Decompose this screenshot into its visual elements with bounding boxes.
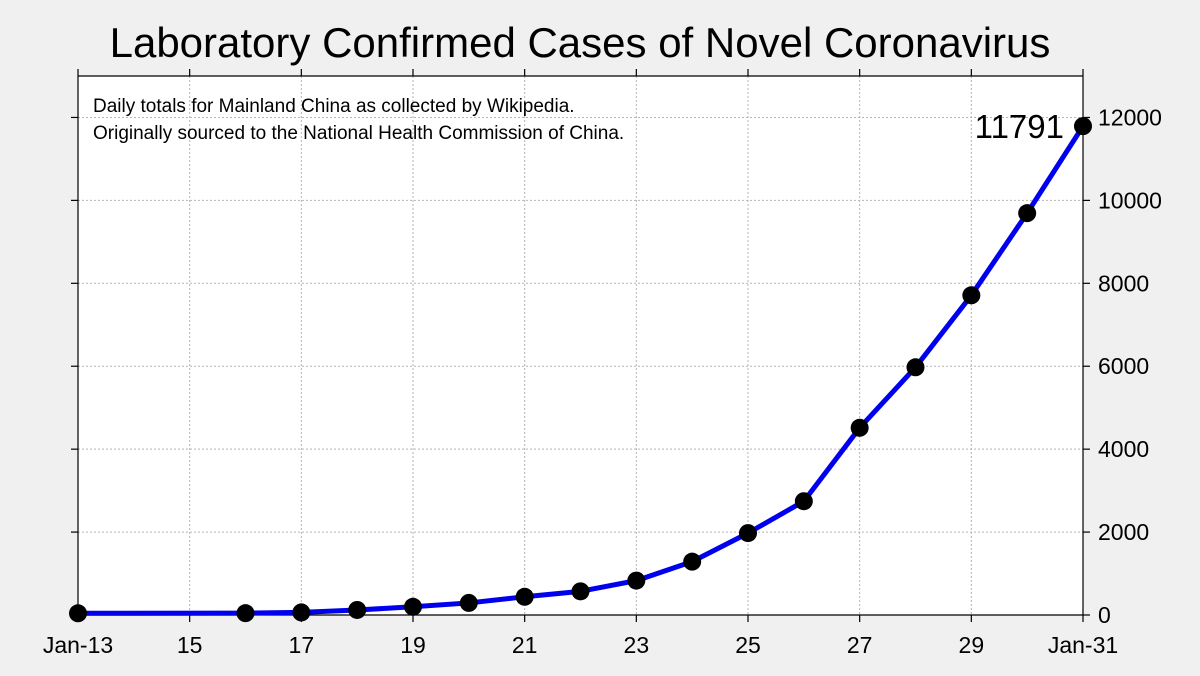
data-point [404,597,422,616]
x-tick-label: 29 [959,632,985,658]
chart-title: Laboratory Confirmed Cases of Novel Coro… [110,19,1051,66]
y-tick-label: 0 [1098,602,1111,628]
x-tick-label: 15 [177,632,203,658]
data-point [962,286,981,305]
y-tick-label: 12000 [1098,104,1162,130]
y-tick-label: 10000 [1098,187,1162,213]
data-point [627,571,646,590]
x-tick-label: 23 [624,632,650,658]
x-tick-label: 27 [847,632,873,658]
data-point [906,358,925,377]
x-tick-label: Jan-31 [1048,632,1118,658]
y-axis-ticks: 0 2000 4000 6000 8000 10000 12000 [1098,104,1162,628]
data-point [515,587,534,606]
last-value-label: 11791 [975,108,1064,145]
data-point [236,604,255,623]
x-axis-ticks: Jan-13 15 17 19 21 23 25 27 29 Jan-31 [43,632,1118,658]
x-tick-label: 25 [735,632,761,658]
axes [71,69,1090,622]
data-point [850,418,869,437]
x-tick-label: 17 [289,632,315,658]
annotation-line-1: Daily totals for Mainland China as colle… [93,96,575,117]
y-tick-label: 2000 [1098,519,1149,545]
data-point [1018,204,1037,223]
x-tick-label: Jan-13 [43,632,113,658]
data-point [571,582,590,601]
data-point [292,603,311,622]
x-tick-label: 19 [400,632,426,658]
data-point [683,552,702,571]
x-tick-label: 21 [512,632,538,658]
data-point [459,593,478,612]
y-tick-label: 8000 [1098,270,1149,296]
data-point [1074,117,1092,136]
data-point [794,492,813,511]
y-tick-label: 4000 [1098,436,1149,462]
plot-area [78,76,1083,615]
y-tick-label: 6000 [1098,353,1149,379]
annotation-line-2: Originally sourced to the National Healt… [93,123,624,144]
data-point [739,524,757,543]
data-points [69,117,1092,623]
data-point [348,600,367,619]
data-point [69,604,87,623]
